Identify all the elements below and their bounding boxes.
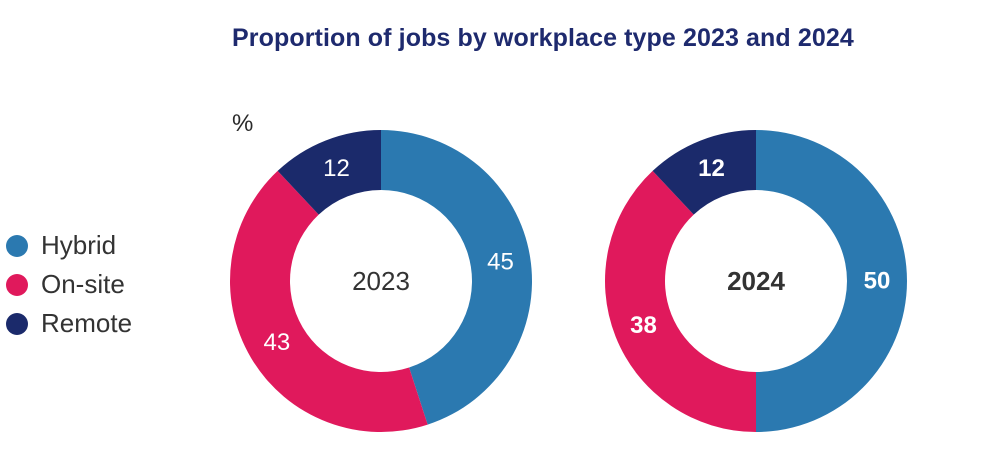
data-label-2024-remote: 12 — [698, 155, 725, 182]
data-label-2023-hybrid: 45 — [487, 249, 514, 276]
remote-swatch-icon — [6, 312, 28, 335]
center-label-2023: 2023 — [352, 266, 410, 296]
legend-item-remote: Remote — [6, 304, 132, 343]
center-label-2024: 2024 — [727, 266, 785, 296]
on-site-swatch-icon — [6, 273, 28, 296]
legend-item-hybrid: Hybrid — [6, 226, 132, 265]
data-label-2023-remote: 12 — [323, 155, 350, 182]
donut-2024: 50 38 12 2024 — [605, 130, 907, 433]
chart-title: Proportion of jobs by workplace type 202… — [232, 24, 854, 52]
slice-2023-on-site — [230, 170, 428, 433]
donut-2023: 45 43 12 2023 — [230, 130, 532, 433]
slice-2023-remote — [277, 130, 381, 215]
hybrid-swatch-icon — [6, 234, 28, 257]
legend-label-on-site: On-site — [41, 269, 125, 299]
data-label-2023-on-site: 43 — [263, 329, 290, 356]
slice-2024-remote — [652, 130, 756, 215]
legend-label-remote: Remote — [41, 308, 133, 338]
legend-label-hybrid: Hybrid — [41, 230, 117, 260]
slice-2024-on-site — [605, 170, 756, 433]
slice-2024-hybrid — [756, 130, 907, 432]
data-label-2024-on-site: 38 — [630, 312, 657, 339]
slice-2023-hybrid — [381, 130, 532, 425]
legend: Hybrid On-site Remote — [6, 226, 132, 343]
unit-label: % — [232, 110, 254, 137]
data-label-2024-hybrid: 50 — [864, 268, 891, 295]
legend-item-on-site: On-site — [6, 265, 132, 304]
